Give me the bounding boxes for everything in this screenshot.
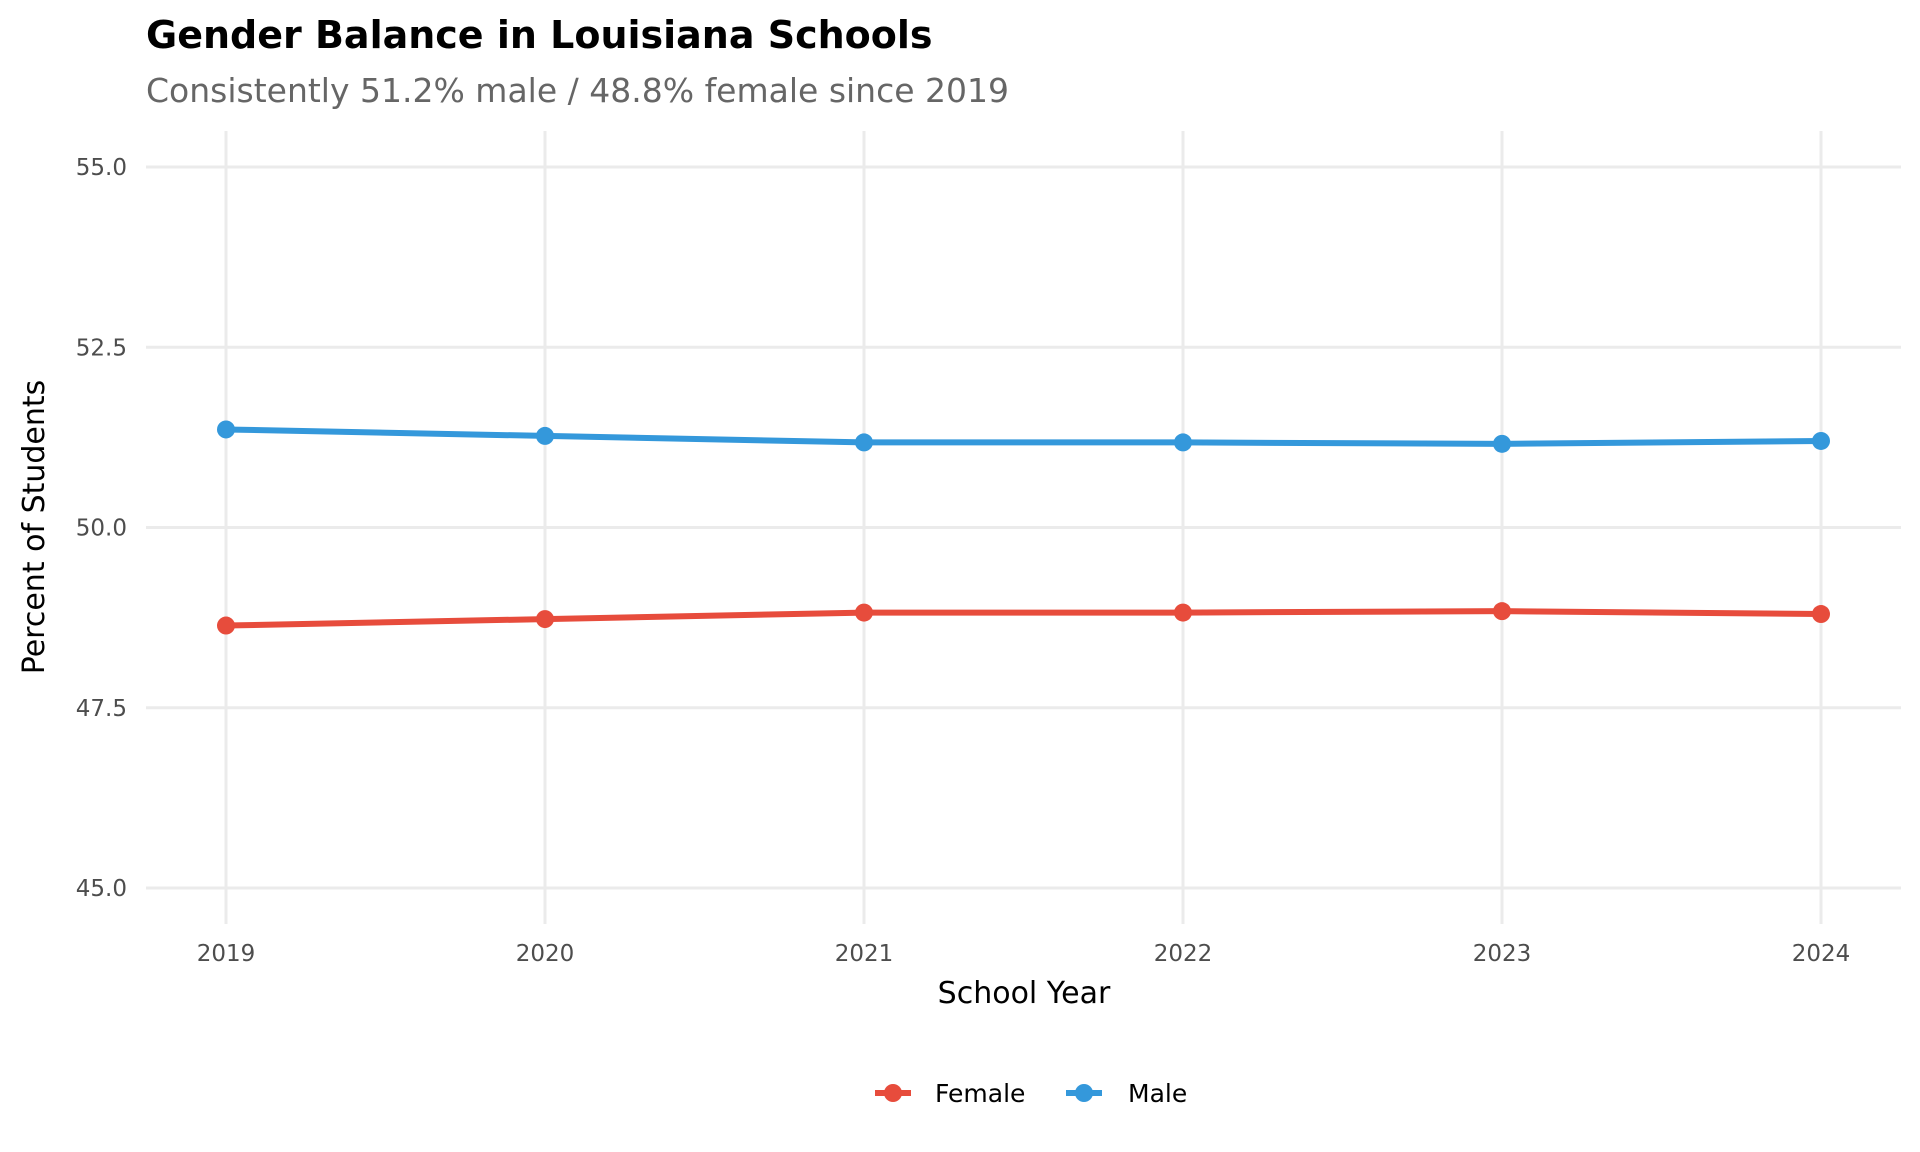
chart-subtitle: Consistently 51.2% male / 48.8% female s…: [146, 71, 1009, 110]
x-axis-title: School Year: [938, 976, 1111, 1011]
data-point-male-2019[interactable]: [217, 420, 235, 439]
legend-label: Female: [935, 1079, 1025, 1108]
legend-item-female[interactable]: Female: [875, 1079, 1025, 1108]
legend-item-male[interactable]: Male: [1066, 1079, 1187, 1108]
legend-key-dot: [1075, 1084, 1093, 1102]
x-tick-label: 2021: [835, 941, 894, 967]
legend-key-dot: [884, 1084, 902, 1102]
y-tick-label: 45.0: [76, 876, 127, 902]
x-tick-label: 2024: [1792, 941, 1851, 967]
y-axis-title: Percent of Students: [17, 380, 52, 675]
y-gridlines: [146, 165, 1901, 890]
data-point-female-2021[interactable]: [855, 603, 873, 622]
x-tick-label: 2019: [197, 941, 256, 967]
data-point-female-2020[interactable]: [536, 610, 554, 629]
y-tick-label: 55.0: [76, 155, 127, 181]
data-point-male-2021[interactable]: [855, 433, 873, 452]
y-tick-label: 52.5: [76, 335, 127, 361]
data-point-male-2022[interactable]: [1174, 433, 1192, 452]
y-axis-ticks: 45.0 47.5 50.0 52.5 55.0: [76, 155, 127, 902]
data-point-female-2024[interactable]: [1812, 605, 1830, 624]
series-male: [217, 420, 1830, 453]
x-axis-ticks: 2019 2020 2021 2022 2023 2024: [197, 941, 1851, 967]
data-point-female-2019[interactable]: [217, 616, 235, 635]
data-point-female-2022[interactable]: [1174, 603, 1192, 622]
series-group: [217, 420, 1830, 635]
series-line-female: [225, 608, 1822, 629]
data-point-male-2024[interactable]: [1812, 431, 1830, 450]
x-tick-label: 2023: [1473, 941, 1532, 967]
x-tick-label: 2020: [516, 941, 575, 967]
data-point-female-2023[interactable]: [1493, 602, 1511, 621]
y-tick-label: 47.5: [76, 696, 127, 722]
series-line-male: [225, 426, 1822, 447]
legend: Female Male: [875, 1079, 1187, 1108]
series-female: [217, 602, 1830, 635]
legend-label: Male: [1128, 1079, 1187, 1108]
y-tick-label: 50.0: [76, 516, 127, 542]
x-tick-label: 2022: [1154, 941, 1213, 967]
chart-title: Gender Balance in Louisiana Schools: [146, 13, 933, 57]
data-point-male-2023[interactable]: [1493, 434, 1511, 453]
data-point-male-2020[interactable]: [536, 426, 554, 445]
